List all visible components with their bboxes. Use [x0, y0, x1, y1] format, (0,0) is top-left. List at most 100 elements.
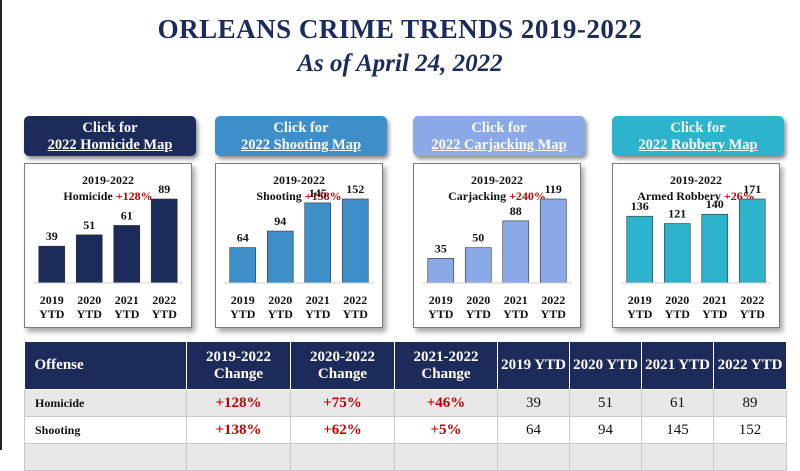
- offense-cell: Homicide: [24, 389, 187, 417]
- chart-change-percent: +128%: [116, 189, 153, 203]
- x-tick-label: YTD: [740, 307, 766, 321]
- chart-card-1: Click for 2022 Shooting Map 2019-2022 Shoot…: [215, 116, 387, 328]
- column-header: 2019-2022 Change: [186, 342, 291, 390]
- page-subtitle: As of April 24, 2022: [297, 50, 503, 77]
- change-cell: +62%: [290, 416, 395, 444]
- empty-cell: [24, 443, 187, 471]
- chart-card-0: Click for 2022 Homicide Map 2019-2022 Homic…: [24, 116, 196, 328]
- x-tick-label: 2019: [231, 293, 255, 307]
- map-link-button-2[interactable]: Click for 2022 Carjacking Map: [413, 116, 585, 156]
- bar-3: [539, 198, 567, 284]
- x-tick-label: 2022: [152, 293, 176, 307]
- bar-3: [738, 198, 766, 284]
- bar-0: [229, 247, 257, 284]
- map-link-button-3[interactable]: Click for 2022 Robbery Map: [612, 116, 784, 156]
- bar-value-label: 50: [472, 231, 484, 245]
- table-row: Shooting +138% +62% +5% 64 94 145 152: [24, 416, 787, 444]
- bar-chart-panel: 2019-2022 Armed Robbery +26% 136 2019 YTD 121 2…: [612, 163, 780, 328]
- change-cell: +75%: [290, 389, 395, 417]
- empty-cell: [569, 443, 642, 471]
- x-tick-label: 2020: [268, 293, 292, 307]
- bar-value-label: 152: [346, 182, 364, 196]
- bar-chart-panel: 2019-2022 Carjacking +240% 35 2019 YTD 50 2020 Y…: [413, 163, 581, 328]
- map-button-link-text[interactable]: 2022 Robbery Map: [638, 137, 758, 153]
- x-tick-label: YTD: [343, 307, 369, 321]
- x-tick-label: 2021: [504, 293, 528, 307]
- chart-title: 2019-2022: [670, 173, 722, 187]
- bar-value-label: 64: [237, 231, 249, 245]
- x-tick-label: 2020: [77, 293, 101, 307]
- bar-value-label: 145: [309, 186, 327, 200]
- bar-value-label: 119: [545, 182, 562, 196]
- offense-cell: Shooting: [24, 416, 187, 444]
- x-tick-label: YTD: [466, 307, 492, 321]
- bar-2: [701, 213, 729, 284]
- map-button-link-text[interactable]: 2022 Carjacking Map: [431, 137, 567, 153]
- x-tick-label: 2022: [541, 293, 565, 307]
- bar-2: [304, 202, 332, 284]
- map-button-link-text[interactable]: 2022 Shooting Map: [240, 137, 362, 153]
- x-tick-label: YTD: [305, 307, 331, 321]
- chart-offense-label: Homicide: [63, 189, 113, 203]
- bar-0: [38, 245, 66, 284]
- bar-value-label: 94: [274, 214, 286, 228]
- x-tick-label: YTD: [627, 307, 653, 321]
- x-tick-label: 2022: [343, 293, 367, 307]
- x-tick-label: 2021: [115, 293, 139, 307]
- x-tick-label: YTD: [665, 307, 691, 321]
- chart-title: 2019-2022: [82, 173, 134, 187]
- map-button-line1: Click for: [471, 120, 527, 136]
- chart-title: 2019-2022: [471, 173, 523, 187]
- bar-value-label: 171: [743, 182, 761, 196]
- table-row-partial: [24, 443, 787, 471]
- bar-value-label: 88: [510, 204, 522, 218]
- chart-offense-label: Armed Robbery: [637, 189, 721, 203]
- ytd-cell: 39: [497, 389, 570, 417]
- ytd-cell: 145: [641, 416, 714, 444]
- empty-cell: [713, 443, 787, 471]
- bar-value-label: 35: [435, 241, 447, 255]
- bar-value-label: 39: [46, 229, 58, 243]
- chart-subtitle: Shooting +138%: [256, 189, 341, 203]
- map-button-link-text[interactable]: 2022 Homicide Map: [47, 137, 173, 153]
- x-tick-label: 2019: [429, 293, 453, 307]
- ytd-cell: 152: [713, 416, 787, 444]
- change-cell: +5%: [394, 416, 498, 444]
- empty-cell: [394, 443, 498, 471]
- x-tick-label: 2020: [466, 293, 490, 307]
- ytd-cell: 89: [713, 389, 787, 417]
- chart-subtitle: Carjacking +240%: [448, 189, 546, 203]
- chart-subtitle: Homicide +128%: [63, 189, 152, 203]
- bar-value-label: 136: [631, 199, 649, 213]
- bar-value-label: 140: [706, 197, 724, 211]
- table-row: Homicide +128% +75% +46% 39 51 61 89: [24, 389, 787, 417]
- chart-card-3: Click for 2022 Robbery Map 2019-2022 Armed …: [612, 116, 784, 328]
- empty-cell: [497, 443, 570, 471]
- x-tick-label: 2021: [306, 293, 330, 307]
- x-tick-label: YTD: [230, 307, 256, 321]
- bar-chart-panel: 2019-2022 Shooting +138% 64 2019 YTD 94 2020 YTD…: [215, 163, 383, 328]
- x-tick-label: YTD: [503, 307, 529, 321]
- chart-change-percent: +138%: [305, 189, 342, 203]
- bar-chart-panel: 2019-2022 Homicide +128% 39 2019 YTD 51 2020 YTD…: [24, 163, 192, 328]
- bar-0: [626, 215, 654, 284]
- crime-table: Offense 2019-2022 Change 2020-2022 Change 2…: [24, 342, 787, 471]
- chart-change-percent: +240%: [509, 189, 546, 203]
- map-link-button-0[interactable]: Click for 2022 Homicide Map: [24, 116, 196, 156]
- column-header: 2019 YTD: [497, 342, 570, 390]
- bar-1: [75, 234, 103, 284]
- x-tick-label: YTD: [541, 307, 567, 321]
- x-tick-label: 2019: [628, 293, 652, 307]
- map-button-line1: Click for: [273, 120, 329, 136]
- column-header: 2021 YTD: [641, 342, 714, 390]
- x-tick-label: YTD: [152, 307, 178, 321]
- x-tick-label: 2022: [740, 293, 764, 307]
- bar-value-label: 61: [121, 208, 133, 222]
- x-tick-label: YTD: [702, 307, 728, 321]
- change-cell: +128%: [186, 389, 291, 417]
- chart-offense-label: Carjacking: [448, 189, 506, 203]
- map-link-button-1[interactable]: Click for 2022 Shooting Map: [215, 116, 387, 156]
- bar-1: [266, 230, 294, 284]
